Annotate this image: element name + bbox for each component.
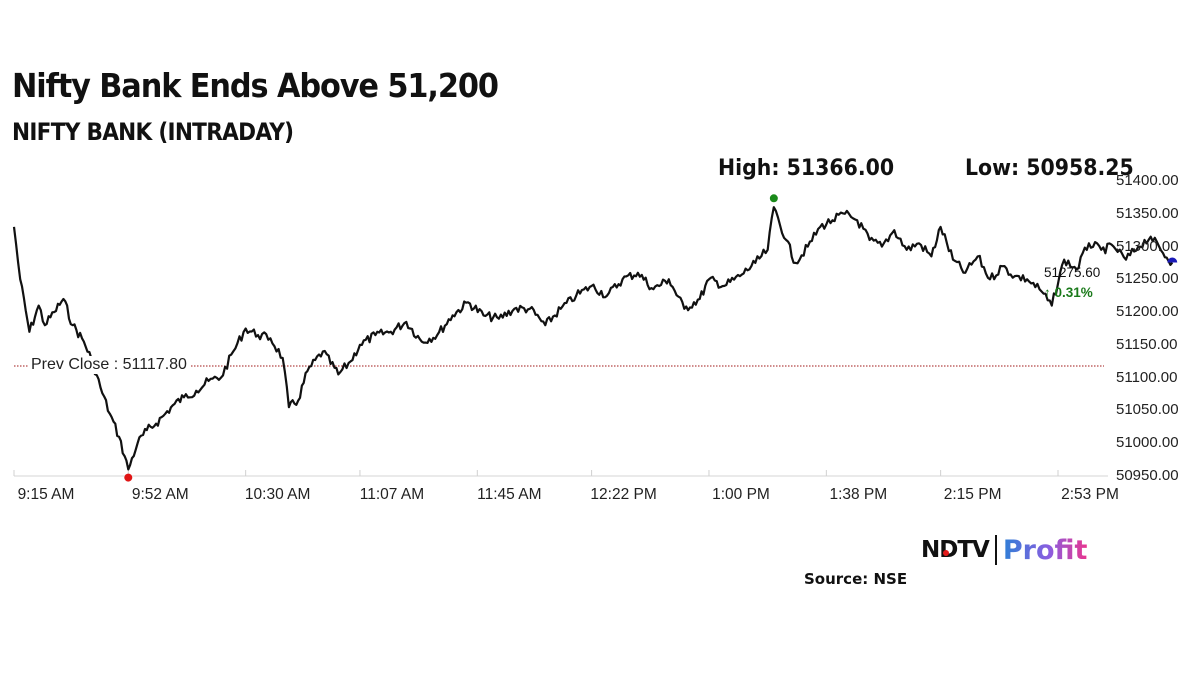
profit-wordmark: Profit bbox=[1002, 534, 1088, 566]
y-tick-label: 51050.00 bbox=[1116, 401, 1179, 419]
x-tick-label: 11:45 AM bbox=[477, 486, 542, 503]
y-tick-label: 51400.00 bbox=[1116, 172, 1179, 189]
ndtv-profit-logo: NDTV Profit bbox=[921, 533, 1087, 567]
change-percent-label: ↑ 0.31% bbox=[1044, 285, 1093, 300]
day-high-label: High: 51366.00 bbox=[718, 156, 895, 181]
y-tick-label: 51250.00 bbox=[1116, 270, 1179, 288]
y-tick-label: 51150.00 bbox=[1116, 335, 1178, 353]
prev-close-label: Prev Close : 51117.80 bbox=[28, 355, 190, 374]
chart-subtitle: NIFTY BANK (INTRADAY) bbox=[12, 118, 294, 146]
x-tick-label: 9:15 AM bbox=[17, 486, 75, 503]
low-marker-icon bbox=[124, 473, 133, 482]
logo-divider bbox=[994, 535, 997, 565]
x-tick-label: 2:15 PM bbox=[943, 486, 1002, 503]
y-tick-label: 51300.00 bbox=[1116, 237, 1179, 255]
x-tick-label: 10:30 AM bbox=[244, 486, 311, 503]
x-tick-label: 2:53 PM bbox=[1061, 486, 1119, 503]
last-price-marker-icon bbox=[1167, 257, 1178, 263]
ndtv-red-dot-icon bbox=[943, 550, 949, 556]
ndtv-wordmark: NDTV bbox=[921, 537, 990, 563]
y-tick-label: 51200.00 bbox=[1116, 303, 1179, 321]
x-tick-label: 9:52 AM bbox=[131, 486, 189, 503]
y-tick-label: 51000.00 bbox=[1116, 434, 1179, 452]
y-tick-label: 51350.00 bbox=[1116, 204, 1179, 222]
x-tick-label: 11:07 AM bbox=[359, 486, 425, 503]
high-marker-icon bbox=[769, 194, 778, 203]
x-tick-label: 1:38 PM bbox=[829, 486, 888, 503]
y-tick-label: 50950.00 bbox=[1116, 467, 1179, 484]
y-tick-label: 51100.00 bbox=[1116, 368, 1178, 386]
day-low-label: Low: 50958.25 bbox=[965, 156, 1134, 181]
chart-title: Nifty Bank Ends Above 51,200 bbox=[12, 66, 499, 105]
x-tick-label: 1:00 PM bbox=[712, 486, 770, 503]
last-price-label: 51275.60 bbox=[1044, 265, 1101, 280]
price-line bbox=[12, 206, 1174, 471]
x-axis-ticks bbox=[13, 470, 1059, 476]
x-tick-label: 12:22 PM bbox=[590, 486, 657, 503]
source-note: Source: NSE bbox=[804, 570, 908, 588]
